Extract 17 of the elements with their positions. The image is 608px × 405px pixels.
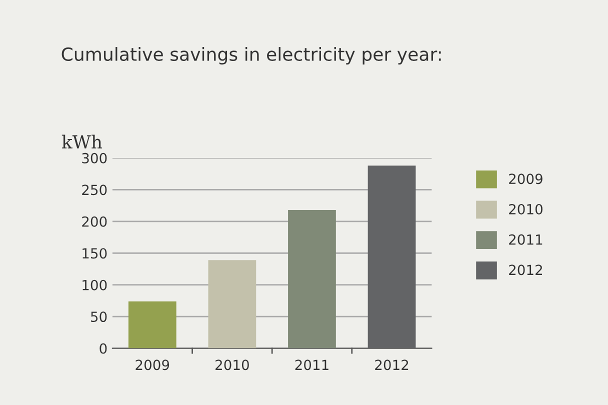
legend-label: 2009 — [509, 174, 542, 184]
y-tick-label: 50 — [91, 312, 107, 322]
x-tick-label: 2011 — [295, 360, 328, 370]
y-tick-label: 100 — [82, 280, 107, 290]
y-tick-label: 300 — [82, 152, 107, 164]
y-tick-label: 200 — [82, 216, 107, 227]
legend-label: 2012 — [509, 264, 542, 276]
y-tick-label: 250 — [82, 184, 107, 196]
y-tick-label: 0 — [100, 343, 107, 354]
y-tick-label: 150 — [82, 248, 107, 259]
legend-label: 2011 — [509, 234, 542, 245]
x-tick-label: 2010 — [216, 360, 249, 370]
x-tick-label: 2012 — [375, 360, 408, 370]
y-axis-title: kWh — [62, 134, 102, 148]
chart-title: Cumulative savings in electricity per year: — [62, 47, 441, 65]
x-tick-label: 2009 — [136, 360, 170, 370]
legend-label: 2010 — [509, 204, 542, 214]
